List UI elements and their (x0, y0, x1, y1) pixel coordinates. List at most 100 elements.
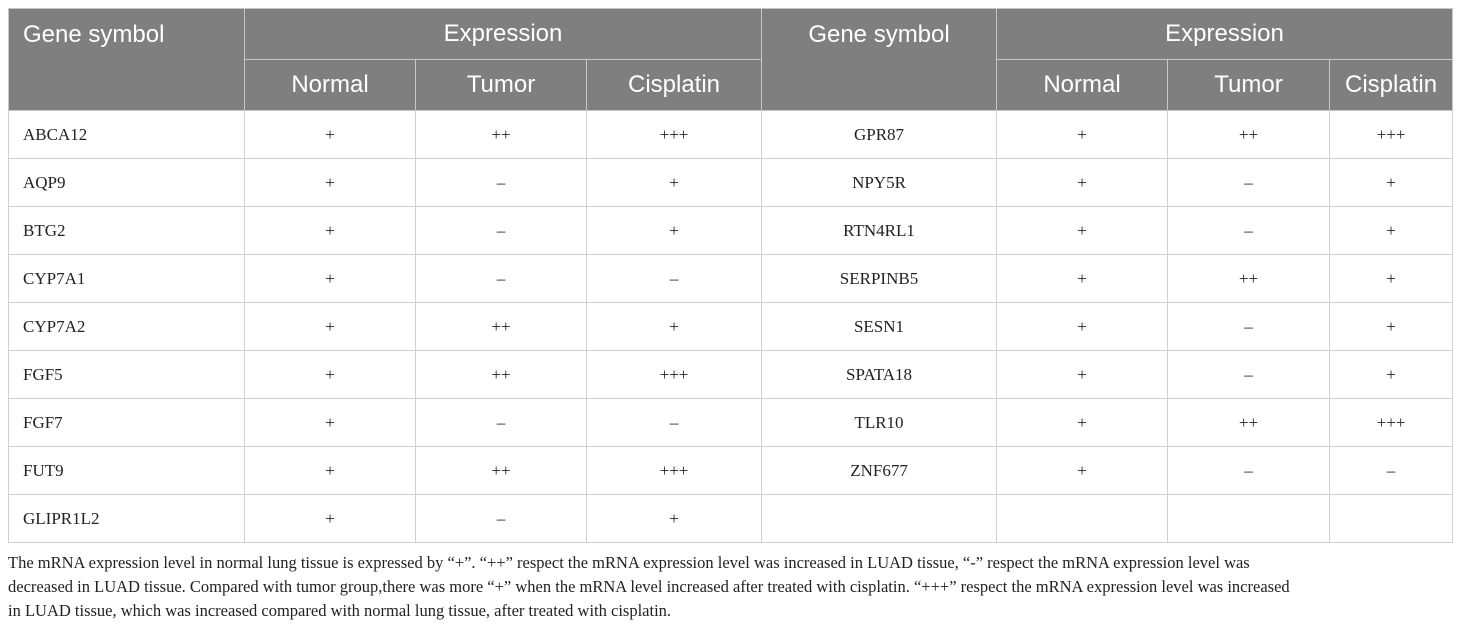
footnote-line: decreased in LUAD tissue. Compared with … (8, 577, 1290, 596)
tumor-cell: – (1167, 446, 1331, 495)
tumor-cell (1167, 494, 1331, 543)
cisplatin-cell: + (585, 206, 763, 255)
gene-symbol-cell: FUT9 (8, 446, 245, 495)
header-tumor-left: Tumor (415, 59, 587, 111)
normal-cell: + (244, 302, 416, 351)
normal-cell: + (244, 494, 416, 543)
gene-symbol-cell: ZNF677 (761, 446, 998, 495)
table-row: CYP7A1 + – – SERPINB5 + ++ + (8, 254, 1454, 303)
tumor-cell: ++ (415, 302, 587, 351)
normal-cell: + (244, 350, 416, 399)
cisplatin-cell: +++ (585, 446, 763, 495)
cisplatin-cell: +++ (585, 350, 763, 399)
header-row-sub: Normal Tumor Cisplatin Normal Tumor Cisp… (9, 59, 1454, 111)
cisplatin-cell: +++ (1329, 398, 1454, 447)
cisplatin-cell: + (1329, 158, 1454, 207)
normal-cell: + (996, 254, 1169, 303)
cisplatin-cell: + (585, 158, 763, 207)
cisplatin-cell: + (1329, 254, 1454, 303)
cisplatin-cell: – (1329, 446, 1454, 495)
normal-cell: + (244, 398, 416, 447)
table-footnote: The mRNA expression level in normal lung… (8, 551, 1452, 623)
table-row: BTG2 + – + RTN4RL1 + – + (8, 206, 1454, 255)
cisplatin-cell: + (585, 494, 763, 543)
gene-symbol-cell: NPY5R (761, 158, 998, 207)
gene-symbol-cell: TLR10 (761, 398, 998, 447)
normal-cell: + (996, 110, 1169, 159)
table-row: GLIPR1L2 + – + (8, 494, 1454, 543)
header-expression-right: Expression (996, 8, 1454, 60)
gene-expression-table: Gene symbol Expression Gene symbol Expre… (8, 8, 1454, 543)
gene-symbol-cell: SESN1 (761, 302, 998, 351)
table-row: FGF5 + ++ +++ SPATA18 + – + (8, 350, 1454, 399)
normal-cell: + (244, 254, 416, 303)
tumor-cell: – (415, 158, 587, 207)
gene-symbol-cell: FGF5 (8, 350, 245, 399)
header-tumor-right: Tumor (1167, 59, 1331, 111)
table-row: FUT9 + ++ +++ ZNF677 + – – (8, 446, 1454, 495)
tumor-cell: – (1167, 302, 1331, 351)
tumor-cell: – (415, 254, 587, 303)
normal-cell: + (996, 302, 1169, 351)
header-gene-symbol-right: Gene symbol (761, 8, 998, 111)
normal-cell (996, 494, 1169, 543)
gene-symbol-cell: GPR87 (761, 110, 998, 159)
cisplatin-cell: + (1329, 206, 1454, 255)
tumor-cell: ++ (1167, 398, 1331, 447)
tumor-cell: – (415, 398, 587, 447)
gene-symbol-cell: SPATA18 (761, 350, 998, 399)
cisplatin-cell: +++ (585, 110, 763, 159)
gene-symbol-cell: CYP7A1 (8, 254, 245, 303)
table-row: CYP7A2 + ++ + SESN1 + – + (8, 302, 1454, 351)
header-cisplatin-left: Cisplatin (585, 59, 763, 111)
cisplatin-cell (1329, 494, 1454, 543)
header-row-top: Gene symbol Expression Gene symbol Expre… (8, 8, 1454, 111)
gene-symbol-cell: ABCA12 (8, 110, 245, 159)
header-expression-left: Expression (243, 8, 763, 60)
gene-symbol-cell: FGF7 (8, 398, 245, 447)
normal-cell: + (996, 446, 1169, 495)
header-normal-left: Normal (244, 59, 416, 111)
cisplatin-cell: – (585, 398, 763, 447)
gene-symbol-cell: RTN4RL1 (761, 206, 998, 255)
tumor-cell: – (1167, 206, 1331, 255)
gene-symbol-cell (761, 494, 998, 543)
table-header: Gene symbol Expression Gene symbol Expre… (8, 8, 1454, 111)
gene-symbol-cell: BTG2 (8, 206, 245, 255)
tumor-cell: – (415, 494, 587, 543)
tumor-cell: – (1167, 158, 1331, 207)
normal-cell: + (996, 206, 1169, 255)
cisplatin-cell: + (585, 302, 763, 351)
gene-symbol-cell: AQP9 (8, 158, 245, 207)
footnote-line: The mRNA expression level in normal lung… (8, 553, 1250, 572)
normal-cell: + (996, 350, 1169, 399)
tumor-cell: ++ (415, 110, 587, 159)
gene-expression-table-container: Gene symbol Expression Gene symbol Expre… (8, 8, 1454, 543)
header-gene-symbol-left: Gene symbol (8, 8, 245, 111)
gene-symbol-cell: GLIPR1L2 (8, 494, 245, 543)
normal-cell: + (996, 158, 1169, 207)
cisplatin-cell: + (1329, 302, 1454, 351)
table-row: FGF7 + – – TLR10 + ++ +++ (8, 398, 1454, 447)
cisplatin-cell: +++ (1329, 110, 1454, 159)
normal-cell: + (996, 398, 1169, 447)
header-cisplatin-right: Cisplatin (1329, 59, 1454, 111)
gene-symbol-cell: CYP7A2 (8, 302, 245, 351)
normal-cell: + (244, 110, 416, 159)
tumor-cell: – (1167, 350, 1331, 399)
footnote-line: in LUAD tissue, which was increased comp… (8, 601, 672, 620)
normal-cell: + (244, 446, 416, 495)
tumor-cell: ++ (1167, 254, 1331, 303)
table-body: ABCA12 + ++ +++ GPR87 + ++ +++ AQP9 + – … (8, 110, 1454, 543)
cisplatin-cell: + (1329, 350, 1454, 399)
normal-cell: + (244, 158, 416, 207)
tumor-cell: ++ (415, 350, 587, 399)
tumor-cell: – (415, 206, 587, 255)
tumor-cell: ++ (1167, 110, 1331, 159)
table-row: ABCA12 + ++ +++ GPR87 + ++ +++ (8, 110, 1454, 159)
cisplatin-cell: – (585, 254, 763, 303)
normal-cell: + (244, 206, 416, 255)
gene-symbol-cell: SERPINB5 (761, 254, 998, 303)
tumor-cell: ++ (415, 446, 587, 495)
table-row: AQP9 + – + NPY5R + – + (8, 158, 1454, 207)
